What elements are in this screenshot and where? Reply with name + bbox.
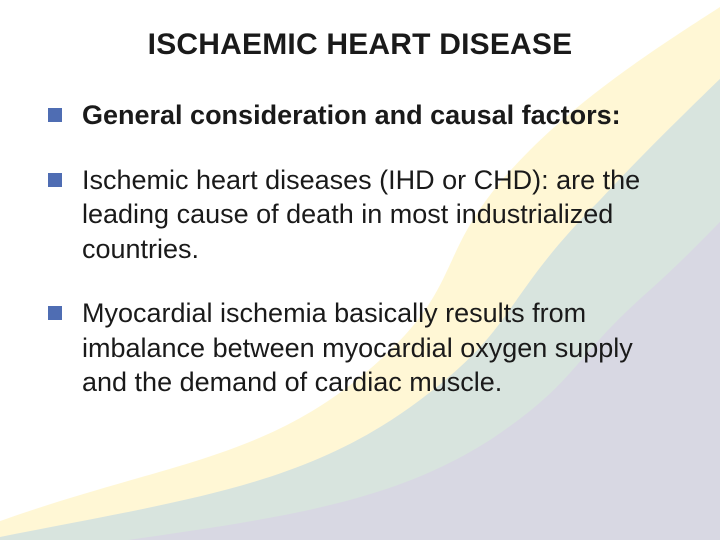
bullet-item: Myocardial ischemia basically results fr…	[48, 296, 672, 400]
bullet-text: Myocardial ischemia basically results fr…	[82, 298, 633, 397]
square-bullet-icon	[48, 306, 62, 320]
bullet-text: General consideration and causal factors…	[82, 100, 621, 130]
bullet-list: General consideration and causal factors…	[48, 98, 672, 400]
square-bullet-icon	[48, 108, 62, 122]
bullet-item: General consideration and causal factors…	[48, 98, 672, 133]
square-bullet-icon	[48, 173, 62, 187]
bullet-item: Ischemic heart diseases (IHD or CHD): ar…	[48, 163, 672, 267]
slide-content: ISCHAEMIC HEART DISEASE General consider…	[48, 28, 672, 400]
slide-title: ISCHAEMIC HEART DISEASE	[48, 28, 672, 62]
slide: ISCHAEMIC HEART DISEASE General consider…	[0, 0, 720, 540]
bullet-text: Ischemic heart diseases (IHD or CHD): ar…	[82, 165, 640, 264]
